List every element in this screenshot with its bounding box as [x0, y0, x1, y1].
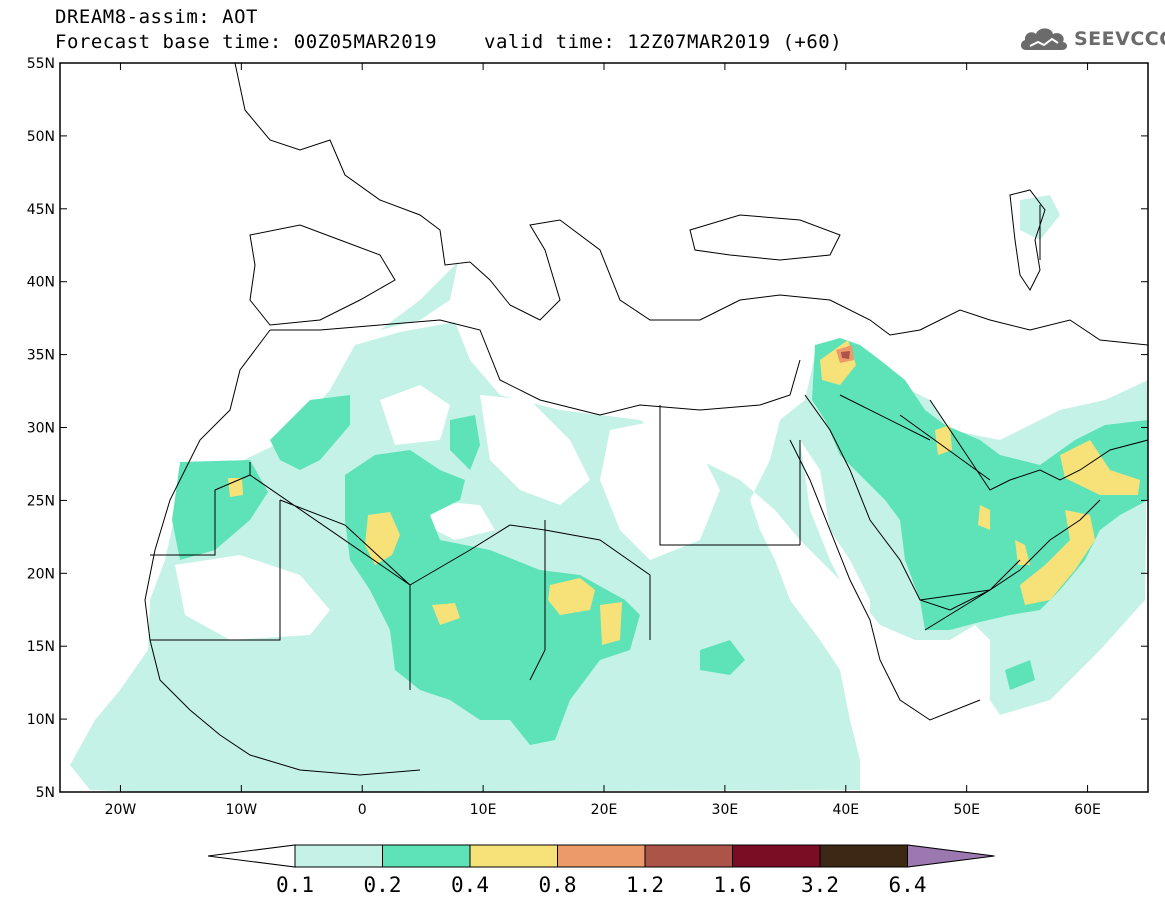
- coastline-west-africa: [144, 329, 421, 776]
- coastline-europe: [234, 63, 1148, 346]
- caspian-sea: [1009, 189, 1046, 291]
- lat-label: 45N: [27, 202, 55, 218]
- lon-label: 50E: [953, 802, 980, 818]
- coastline-iberia: [249, 224, 396, 326]
- lat-label: 40N: [27, 275, 55, 291]
- aot-clear-areas: [175, 385, 870, 640]
- colorbar-box: [732, 844, 821, 868]
- colorbar-box: [819, 844, 908, 868]
- lat-label: 20N: [27, 566, 55, 582]
- colorbar-box: [644, 844, 733, 868]
- country-borders: [144, 63, 1148, 776]
- colorbar-over-arrow: [907, 844, 995, 868]
- colorbar-label: 0.4: [451, 873, 489, 897]
- lat-label: 5N: [36, 785, 55, 801]
- lat-label: 35N: [27, 348, 55, 364]
- lon-label: 60E: [1074, 802, 1101, 818]
- cloud-icon: [1020, 28, 1068, 50]
- coastline-north-africa: [270, 319, 801, 416]
- lat-label: 15N: [27, 639, 55, 655]
- lon-label: 20W: [105, 802, 137, 818]
- colorbar-box: [469, 844, 558, 868]
- lon-label: 10W: [225, 802, 257, 818]
- colorbar-label: 0.8: [539, 873, 577, 897]
- border-lines: [150, 205, 1041, 690]
- aot-field: [70, 195, 1148, 792]
- lat-label: 10N: [27, 712, 55, 728]
- colorbar-label: 1.6: [714, 873, 752, 897]
- colorbar-label: 0.2: [364, 873, 402, 897]
- colorbar-label: 3.2: [801, 873, 839, 897]
- colorbar-label: 1.2: [626, 873, 664, 897]
- colorbar-box: [294, 844, 383, 868]
- colorbar-label: 0.1: [276, 873, 314, 897]
- black-sea: [689, 214, 841, 261]
- map-axes: 55N 50N 45N 40N 35N 30N 25N 20N 15N 10N 5N 20W 10W 0 1…: [27, 56, 1148, 818]
- lon-label: 30E: [712, 802, 739, 818]
- lon-label: 20E: [591, 802, 618, 818]
- valid-time: valid time: 12Z07MAR2019 (+60): [484, 31, 843, 53]
- colorbar-box: [557, 844, 646, 868]
- coastline-gulf: [929, 399, 1148, 491]
- forecast-base-time: Forecast base time: 00Z05MAR2019: [55, 31, 438, 53]
- logo-text: SEEVCCC: [1074, 28, 1165, 50]
- colorbar: 0.1 0.2 0.4 0.8 1.2 1.6 3.2 6.4: [207, 844, 995, 897]
- colorbar-box: [382, 844, 471, 868]
- colorbar-label: 6.4: [889, 873, 927, 897]
- map-title: DREAM8-assim: AOT: [55, 6, 258, 28]
- colorbar-under-arrow: [207, 844, 296, 868]
- lat-label: 30N: [27, 421, 55, 437]
- lat-label: 25N: [27, 493, 55, 509]
- aot-level-1.2: [841, 351, 850, 359]
- coastline-red-sea: [789, 394, 1101, 721]
- lat-label: 55N: [27, 56, 55, 72]
- lon-label: 40E: [832, 802, 859, 818]
- lon-label: 10E: [470, 802, 497, 818]
- seevccc-logo: SEEVCCC: [1018, 24, 1165, 54]
- lat-label: 50N: [27, 129, 55, 145]
- lon-label: 0: [358, 802, 367, 818]
